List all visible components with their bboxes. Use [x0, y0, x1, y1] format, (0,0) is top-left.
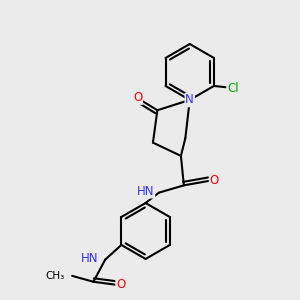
- Text: O: O: [116, 278, 125, 291]
- Text: N: N: [185, 93, 194, 106]
- Text: O: O: [210, 174, 219, 188]
- Text: HN: HN: [81, 252, 99, 265]
- Text: HN: HN: [137, 185, 154, 198]
- Text: O: O: [133, 91, 142, 104]
- Text: CH₃: CH₃: [46, 271, 65, 281]
- Text: Cl: Cl: [227, 82, 238, 95]
